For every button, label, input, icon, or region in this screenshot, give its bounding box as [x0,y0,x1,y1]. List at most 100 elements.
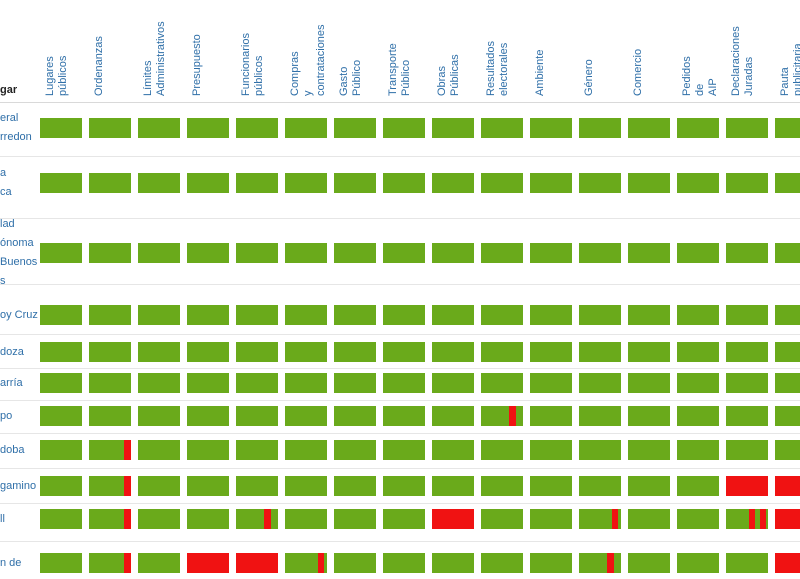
heatmap-cell [628,440,670,460]
heatmap-cell [138,342,180,362]
heatmap-cell [628,476,670,496]
column-header: Obras Públicas [436,54,461,96]
heatmap-cell [726,118,768,138]
heatmap-cell [677,342,719,362]
heatmap-cell [628,509,670,529]
heatmap-cell [579,440,621,460]
heatmap-cell [285,440,327,460]
heatmap-cell [334,509,376,529]
heatmap-cell [383,373,425,393]
heatmap-cell [40,118,82,138]
heatmap-cell [89,553,131,573]
heatmap-cell [530,305,572,325]
heatmap-cell [334,118,376,138]
row-label: a ca [0,167,12,198]
heatmap-cell [677,173,719,193]
row-header-title: gar [0,84,18,96]
heatmap-cell [138,118,180,138]
heatmap-cell [334,173,376,193]
heatmap-cell [677,373,719,393]
heatmap-cell [432,243,474,263]
heatmap-cell [285,342,327,362]
heatmap-cell [530,476,572,496]
column-header: Gasto Público [338,59,363,96]
row-label: lad ónoma Buenos s [0,218,38,287]
heatmap-cell [481,406,523,426]
heatmap-cell [89,476,131,496]
heatmap-cell [530,406,572,426]
red-segment [123,476,131,496]
heatmap-cell [383,243,425,263]
heatmap-cell [628,118,670,138]
red-segment [611,509,618,529]
column-header: Género [583,59,595,96]
heatmap-cell [481,440,523,460]
heatmap-cell [432,553,474,573]
heatmap-cell [187,476,229,496]
heatmap-cell [187,553,229,573]
heatmap-cell [726,476,768,496]
heatmap-cell [334,243,376,263]
heatmap-cell [775,440,800,460]
heatmap-cell [383,440,425,460]
column-header: Pauta publicitaria [779,43,800,96]
column-header: Comercio [632,48,644,96]
row-label: eral rredon [0,112,32,143]
heatmap-cell [677,440,719,460]
row-separator [0,284,800,285]
heatmap-cell [187,118,229,138]
red-segment [123,440,131,460]
heatmap-cell [138,373,180,393]
red-segment [760,509,766,529]
heatmap-cell [579,118,621,138]
column-header: Declaraciones Juradas [730,26,755,96]
heatmap-cell [432,305,474,325]
row-separator [0,468,800,469]
row-separator [0,368,800,369]
heatmap-cell [775,553,800,573]
heatmap-cell [775,118,800,138]
heatmap-cell [775,173,800,193]
heatmap-cell [334,305,376,325]
column-header: Presupuesto [191,34,203,96]
heatmap-cell [89,243,131,263]
heatmap-cell [40,342,82,362]
heatmap-cell [40,373,82,393]
heatmap-cell [481,476,523,496]
heatmap-cell [187,243,229,263]
heatmap-cell [285,553,327,573]
heatmap-cell [89,118,131,138]
heatmap-cell [579,406,621,426]
heatmap-cell [677,553,719,573]
heatmap-cell [285,406,327,426]
heatmap-cell [40,440,82,460]
heatmap-cell [285,118,327,138]
heatmap-cell [285,243,327,263]
heatmap-cell [285,476,327,496]
heatmap-cell [579,243,621,263]
heatmap-cell [40,243,82,263]
heatmap-cell [236,406,278,426]
row-label: oy Cruz [0,308,38,321]
heatmap-cell [677,118,719,138]
heatmap-cell [383,509,425,529]
heatmap-cell [677,243,719,263]
heatmap-cell [530,173,572,193]
column-header: Límites Administrativos [142,21,167,96]
red-segment [775,476,800,496]
heatmap-cell [89,173,131,193]
red-segment [317,553,324,573]
heatmap-cell [187,342,229,362]
heatmap-cell [236,373,278,393]
heatmap-cell [40,305,82,325]
heatmap-cell [530,509,572,529]
row-separator [0,541,800,542]
heatmap-cell [383,173,425,193]
heatmap-cell [628,373,670,393]
heatmap-cell [775,476,800,496]
heatmap-cell [726,305,768,325]
heatmap-cell [334,476,376,496]
heatmap-cell [432,476,474,496]
heatmap-cell [775,373,800,393]
